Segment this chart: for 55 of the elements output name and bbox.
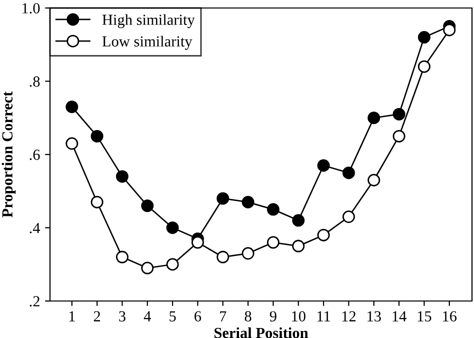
x-tick-label: 15 [418,311,432,322]
point [443,24,456,36]
y-tick-label: .8 [30,76,40,87]
legend-label: Low similarity [102,36,192,50]
x-axis-title: Serial Position [214,327,308,338]
x-tick-label: 14 [392,311,406,322]
point [392,130,406,142]
point [292,240,305,252]
y-tick-label: .6 [30,150,40,160]
x-tick-label: 8 [244,311,252,322]
point [66,137,78,150]
x-tick-label: 10 [292,311,306,322]
point [191,236,204,249]
x-tick-label: 9 [270,311,276,322]
x-tick-label: 11 [318,311,330,322]
x-tick-label: 1 [69,311,75,322]
y-axis-title: Proportion Correct [2,91,16,218]
point [66,100,78,114]
point [242,196,254,208]
point [242,247,254,260]
x-tick-label: 16 [443,311,457,322]
point [266,236,280,249]
x-tick-label: 5 [170,311,176,322]
point [116,170,128,183]
y-tick-label: .4 [30,222,40,234]
x-tick-label: 7 [220,311,226,322]
point [116,250,128,264]
x-tick-label: 2 [94,311,100,322]
x-tick-label: 3 [119,311,126,322]
x-tick-label: 13 [368,311,381,322]
point [317,228,330,242]
y-tick-label: 1.0 [22,3,40,14]
point [90,196,104,208]
point [266,203,280,216]
point [368,174,380,186]
point [216,250,230,264]
x-tick-label: 12 [342,311,356,322]
point [216,192,230,205]
x-tick-label: 4 [144,311,151,322]
point [418,31,430,44]
x-tick-label: 6 [194,311,202,322]
point [368,112,380,124]
point [141,200,154,212]
point [166,222,179,234]
y-tick-label: .2 [30,296,40,307]
point [166,258,179,271]
point [342,166,355,180]
point [141,262,154,274]
point [292,214,305,227]
legend-label: High similarity [102,14,195,28]
point [317,159,330,172]
point [342,210,355,224]
point [392,108,406,120]
point [90,130,104,142]
point [418,60,430,73]
